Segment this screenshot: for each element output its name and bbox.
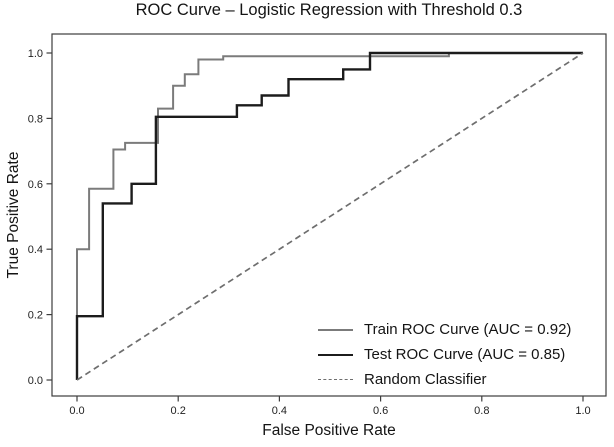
test-line-swatch bbox=[318, 353, 353, 356]
test-roc-curve-line bbox=[75, 51, 583, 380]
x-tick-label: 0.4 bbox=[272, 405, 287, 417]
y-axis-label: True Positive Rate bbox=[5, 151, 22, 279]
chart-title: ROC Curve – Logistic Regression with Thr… bbox=[135, 1, 523, 19]
y-tick-label: 0.0 bbox=[28, 375, 43, 387]
plot-border bbox=[51, 33, 607, 397]
y-tick-label: 0.8 bbox=[28, 113, 43, 125]
x-axis-label: False Positive Rate bbox=[262, 422, 396, 439]
y-tick-label: 0.2 bbox=[28, 310, 43, 322]
x-tick-label: 0.2 bbox=[171, 405, 186, 417]
legend: Train ROC Curve (AUC = 0.92) Test ROC Cu… bbox=[318, 317, 571, 392]
x-tick-label: 0.6 bbox=[373, 405, 388, 417]
y-tick-label: 0.4 bbox=[28, 244, 43, 256]
legend-item-test: Test ROC Curve (AUC = 0.85) bbox=[318, 342, 571, 367]
random-line-swatch bbox=[318, 379, 353, 380]
x-tick-label: 1.0 bbox=[575, 405, 590, 417]
y-tick-label: 1.0 bbox=[28, 48, 43, 60]
legend-label-random: Random Classifier bbox=[364, 371, 487, 388]
legend-item-random: Random Classifier bbox=[318, 367, 571, 392]
train-roc-curve-line bbox=[76, 52, 583, 380]
x-tick-label: 0.0 bbox=[69, 405, 84, 417]
y-tick-label: 0.6 bbox=[28, 179, 43, 191]
legend-item-train: Train ROC Curve (AUC = 0.92) bbox=[318, 317, 571, 342]
legend-label-train: Train ROC Curve (AUC = 0.92) bbox=[364, 321, 572, 338]
random-classifier-line bbox=[76, 52, 584, 381]
x-tick-label: 0.8 bbox=[474, 405, 489, 417]
train-line-swatch bbox=[318, 328, 353, 331]
legend-label-test: Test ROC Curve (AUC = 0.85) bbox=[364, 346, 566, 363]
